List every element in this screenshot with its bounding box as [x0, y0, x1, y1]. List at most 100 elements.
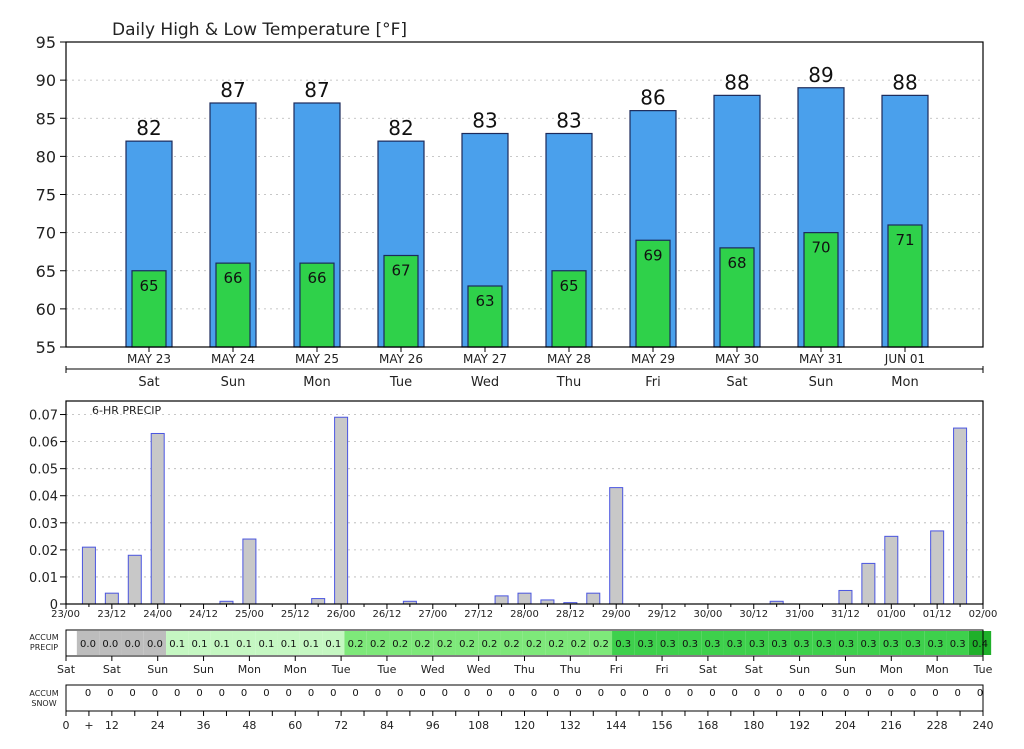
precip-x-tick-label: 26/12: [373, 609, 402, 620]
low-temp-bar: [215, 262, 251, 348]
temperature-bars: 82 65 87 66 87 66 82 67 83 63 83 65 86 69 88 68 89 70 88 71: [125, 63, 929, 348]
accum-precip-weekday-axis: Sat Sat Sun Sun Mon Mon Tue Tue Wed Wed Thu Thu Fri F…: [57, 656, 993, 676]
accum-precip-weekday-label: Sun: [147, 663, 168, 676]
accum-precip-cell: [634, 631, 657, 655]
forecast-hour-label: 24: [151, 719, 165, 732]
precip-x-tick-label: 31/12: [831, 609, 860, 620]
accum-snow-value: 0: [419, 688, 425, 699]
accum-precip-cell: [143, 631, 167, 655]
precip-y-tick-label: 0.03: [29, 517, 58, 532]
accum-precip-cell: [210, 631, 233, 655]
precip-chart-title: 6-HR PRECIP: [92, 404, 162, 417]
accum-snow-value: 0: [241, 688, 247, 699]
temperature-plot-frame: [65, 41, 984, 348]
precip-bar: [838, 589, 853, 605]
precip-bar: [81, 546, 96, 605]
date-tick-label: MAY 23: [127, 352, 171, 366]
accum-snow-value: 0: [754, 688, 760, 699]
precip-y-tick-label: 0.05: [29, 463, 58, 478]
accum-precip-value: 0.1: [303, 639, 319, 650]
accum-snow-value: 0: [977, 688, 983, 699]
accum-precip-cell: [723, 631, 746, 655]
high-temp-label: 87: [220, 78, 245, 102]
precip-chart: 6-HR PRECIP 0 0.01 0.02 0.03 0.04 0.05 0.06 0.0…: [29, 400, 997, 620]
date-tick-label: MAY 30: [715, 352, 759, 366]
accum-precip-value: 0.2: [481, 639, 497, 650]
accum-precip-cell: [968, 631, 992, 655]
accum-snow-value: 0: [665, 688, 671, 699]
low-temp-label: 66: [223, 269, 242, 287]
accum-precip-cell: [589, 631, 613, 655]
accum-precip-cell: [812, 631, 836, 655]
high-temp-label: 83: [472, 109, 497, 133]
accum-snow-value: 0: [263, 688, 269, 699]
accum-precip-value: 0.2: [593, 639, 609, 650]
accum-precip-cell: [121, 631, 144, 655]
low-temp-label: 68: [727, 254, 746, 272]
accum-precip-cell: [790, 631, 813, 655]
accum-snow-value: 0: [687, 688, 693, 699]
accum-precip-weekday-label: Fri: [610, 663, 623, 676]
accum-precip-value: 0.3: [816, 639, 832, 650]
accum-snow-value: 0: [821, 688, 827, 699]
date-tick-label: MAY 29: [631, 352, 675, 366]
accum-snow-value: 0: [932, 688, 938, 699]
accum-precip-value: 0.3: [771, 639, 787, 650]
accum-precip-value: 0.2: [437, 639, 453, 650]
forecast-hour-label: 108: [468, 719, 489, 732]
accum-precip-table: ACCUM PRECIP 0.0 0.0 0.0 0.0 0.1 0.1 0.1 0.1 0.1…: [29, 629, 993, 676]
accum-precip-cell: [857, 631, 880, 655]
precip-x-tick-label: 23/12: [97, 609, 126, 620]
accum-precip-cell: [232, 631, 256, 655]
accum-precip-cell: [522, 631, 546, 655]
forecast-hour-label: 132: [560, 719, 581, 732]
precip-y-tick-label: 0.01: [29, 571, 58, 586]
date-tick-label: MAY 27: [463, 352, 507, 366]
high-temp-label: 88: [892, 70, 917, 94]
weekday-tick-label: Fri: [645, 375, 661, 390]
accum-precip-value: 0.3: [905, 639, 921, 650]
accum-precip-cell: [946, 631, 969, 655]
accum-snow-label-line2: SNOW: [31, 699, 56, 708]
precip-x-tick-label: 25/00: [235, 609, 264, 620]
low-temp-bar: [299, 262, 335, 348]
accum-snow-value: 0: [174, 688, 180, 699]
accum-snow-value: 0: [531, 688, 537, 699]
date-tick-label: JUN 01: [884, 352, 925, 366]
forecast-hour-label: 12: [105, 719, 119, 732]
accum-precip-value: 0.3: [638, 639, 654, 650]
high-temp-label: 86: [640, 86, 665, 110]
accum-snow-value: 0: [709, 688, 715, 699]
low-temp-label: 65: [139, 277, 158, 295]
accum-precip-cells: 0.0 0.0 0.0 0.0 0.1 0.1 0.1 0.1 0.1 0.1 0.1 0.1 0.2 0…: [76, 631, 992, 655]
accum-snow-value: 0: [308, 688, 314, 699]
accum-precip-cell: [835, 631, 858, 655]
accum-precip-weekday-label: Wed: [421, 663, 445, 676]
accum-snow-value: 0: [865, 688, 871, 699]
accum-snow-value: 0: [107, 688, 113, 699]
precip-gridlines: [66, 414, 983, 578]
temperature-y-tick-label: 60: [36, 300, 56, 319]
forecast-hour-label: 0: [63, 719, 70, 732]
accum-precip-value: 0.0: [125, 639, 141, 650]
temperature-y-tick-label: 95: [36, 33, 56, 52]
accum-precip-cell: [500, 631, 523, 655]
accum-precip-value: 0.3: [794, 639, 810, 650]
low-temp-bar: [131, 270, 167, 348]
precip-x-tick-label: 24/12: [189, 609, 218, 620]
accum-precip-value: 0.2: [571, 639, 587, 650]
accum-precip-value: 0.3: [615, 639, 631, 650]
weekday-tick-label: Sat: [726, 375, 747, 390]
forecast-hour-label: 216: [881, 719, 902, 732]
precip-x-tick-label: 25/12: [281, 609, 310, 620]
accum-precip-value: 0.3: [660, 639, 676, 650]
precip-bar: [930, 530, 945, 605]
precip-x-tick-label: 30/00: [693, 609, 722, 620]
forecast-hour-label: 204: [835, 719, 856, 732]
accum-precip-cell: [455, 631, 479, 655]
accum-precip-cell: [612, 631, 635, 655]
accum-snow-value: 0: [598, 688, 604, 699]
accum-precip-value: 0.3: [838, 639, 854, 650]
precip-bar: [953, 427, 968, 605]
